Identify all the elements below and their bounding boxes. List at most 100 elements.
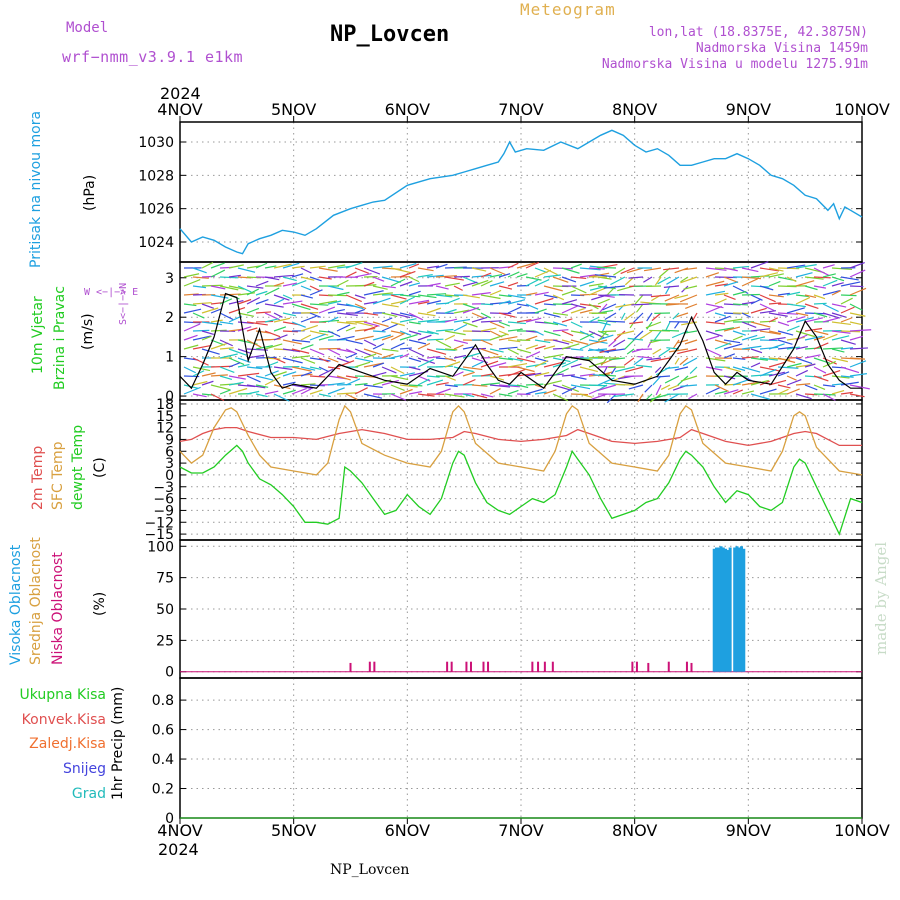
wind-arrow-field: [183, 261, 872, 404]
wind-arrow: [552, 294, 565, 301]
wind-arrow: [435, 328, 454, 332]
wind-arrow: [417, 312, 436, 317]
wind-arrow: [318, 267, 338, 272]
wind-arrow: [273, 294, 290, 301]
wind-arrow: [804, 317, 823, 323]
wind-arrow: [264, 276, 280, 281]
wind-arrow: [849, 347, 868, 350]
wind-arrow: [768, 317, 779, 323]
wind-arrow: [750, 336, 766, 341]
wind-arrow: [639, 330, 653, 340]
wind-arrow: [291, 265, 305, 269]
wind-arrow: [588, 267, 605, 270]
wind-arrow: [399, 384, 418, 388]
wind-arrow: [381, 293, 404, 296]
wind-arrow: [417, 318, 440, 323]
wind-arrow: [680, 384, 698, 387]
wind-arrow: [453, 339, 469, 345]
wind-arrow: [354, 357, 374, 363]
wind-arrow: [615, 303, 635, 308]
wind-arrow: [561, 386, 577, 395]
wind-arrow: [570, 384, 591, 390]
wind-arrow: [390, 294, 407, 300]
cloud-bar: [537, 661, 540, 672]
wind-arrow: [543, 321, 559, 326]
wind-arrow: [408, 321, 421, 325]
wind-arrow: [444, 334, 456, 341]
y-tick-label: 1030: [138, 135, 174, 151]
wind-arrow: [327, 330, 341, 338]
wind-arrow: [237, 312, 255, 317]
wind-arrow: [228, 375, 246, 380]
wind-arrow: [597, 377, 615, 386]
wind-arrow: [552, 321, 568, 327]
wind-arrow: [291, 321, 306, 328]
wind-arrow: [672, 339, 680, 350]
wind-arrow: [516, 273, 528, 278]
wind-arrow: [282, 312, 297, 317]
wind-arrow: [579, 393, 593, 398]
precip-grad-label: Grad: [71, 786, 106, 802]
y-tick-label: −12: [144, 515, 174, 531]
wind-arrow: [237, 285, 252, 293]
cloud-bar: [737, 547, 741, 672]
wind-arrow: [453, 318, 471, 323]
wind-arrow: [667, 384, 680, 391]
wind-arrow: [471, 291, 491, 296]
wind-arrow: [750, 298, 762, 305]
cloud-bar: [733, 547, 737, 672]
series-line-2m-temp: [179, 426, 862, 447]
wind-arrow: [570, 363, 582, 368]
wind-arrow: [399, 333, 418, 341]
wind-arrow: [849, 384, 870, 390]
y-tick-label: −15: [144, 527, 174, 543]
wind-arrow: [552, 339, 570, 345]
y-tick-label: 18: [156, 397, 174, 413]
wind-arrow: [327, 300, 342, 305]
wind-arrow: [588, 316, 600, 323]
wind-arrow: [246, 321, 268, 326]
wind-arrow: [831, 335, 850, 341]
wind-arrow: [804, 384, 818, 391]
wind-arrow: [625, 366, 644, 373]
wind-arrow: [345, 294, 362, 303]
wind-arrow: [201, 330, 214, 336]
wind-arrow: [525, 351, 541, 359]
wind-arrow: [210, 384, 231, 391]
wind-arrow: [444, 282, 460, 287]
wind-arrow: [507, 282, 519, 287]
wind-arrow: [732, 290, 747, 296]
wind-arrow: [822, 273, 836, 278]
wind-arrow: [354, 327, 376, 332]
wind-arrow: [282, 371, 297, 377]
wind-arrow: [849, 287, 867, 296]
wind-arrow: [624, 312, 635, 321]
wind-arrow: [777, 388, 789, 395]
wind-arrow: [777, 312, 799, 315]
y-tick-label: 0: [165, 811, 174, 827]
wind-arrow: [732, 303, 749, 306]
wind-arrow: [795, 393, 812, 400]
wind-arrow: [246, 265, 261, 269]
wind-arrow: [598, 330, 608, 342]
cloud-bar: [712, 548, 716, 672]
wind-arrow: [498, 384, 520, 388]
wind-arrow: [246, 390, 260, 395]
wind-arrow: [664, 393, 680, 403]
wind-arrow: [264, 287, 280, 296]
wind-arrow: [489, 388, 501, 395]
wind-arrow: [654, 366, 662, 374]
wind-arrow: [777, 346, 794, 350]
wind-arrow: [282, 339, 302, 345]
y-tick-label: −9: [153, 503, 174, 519]
wind-arrow: [399, 388, 413, 395]
wind-arrow: [444, 348, 458, 351]
wind-arrow: [237, 348, 252, 355]
y-tick-label: 0.4: [152, 752, 174, 768]
wind-arrow: [480, 348, 499, 356]
wind-arrow: [525, 335, 538, 341]
wind-arrow: [643, 267, 662, 272]
y-tick-label: 1: [165, 350, 174, 366]
wind-arrow: [498, 300, 511, 305]
wind-arrow: [354, 361, 371, 368]
